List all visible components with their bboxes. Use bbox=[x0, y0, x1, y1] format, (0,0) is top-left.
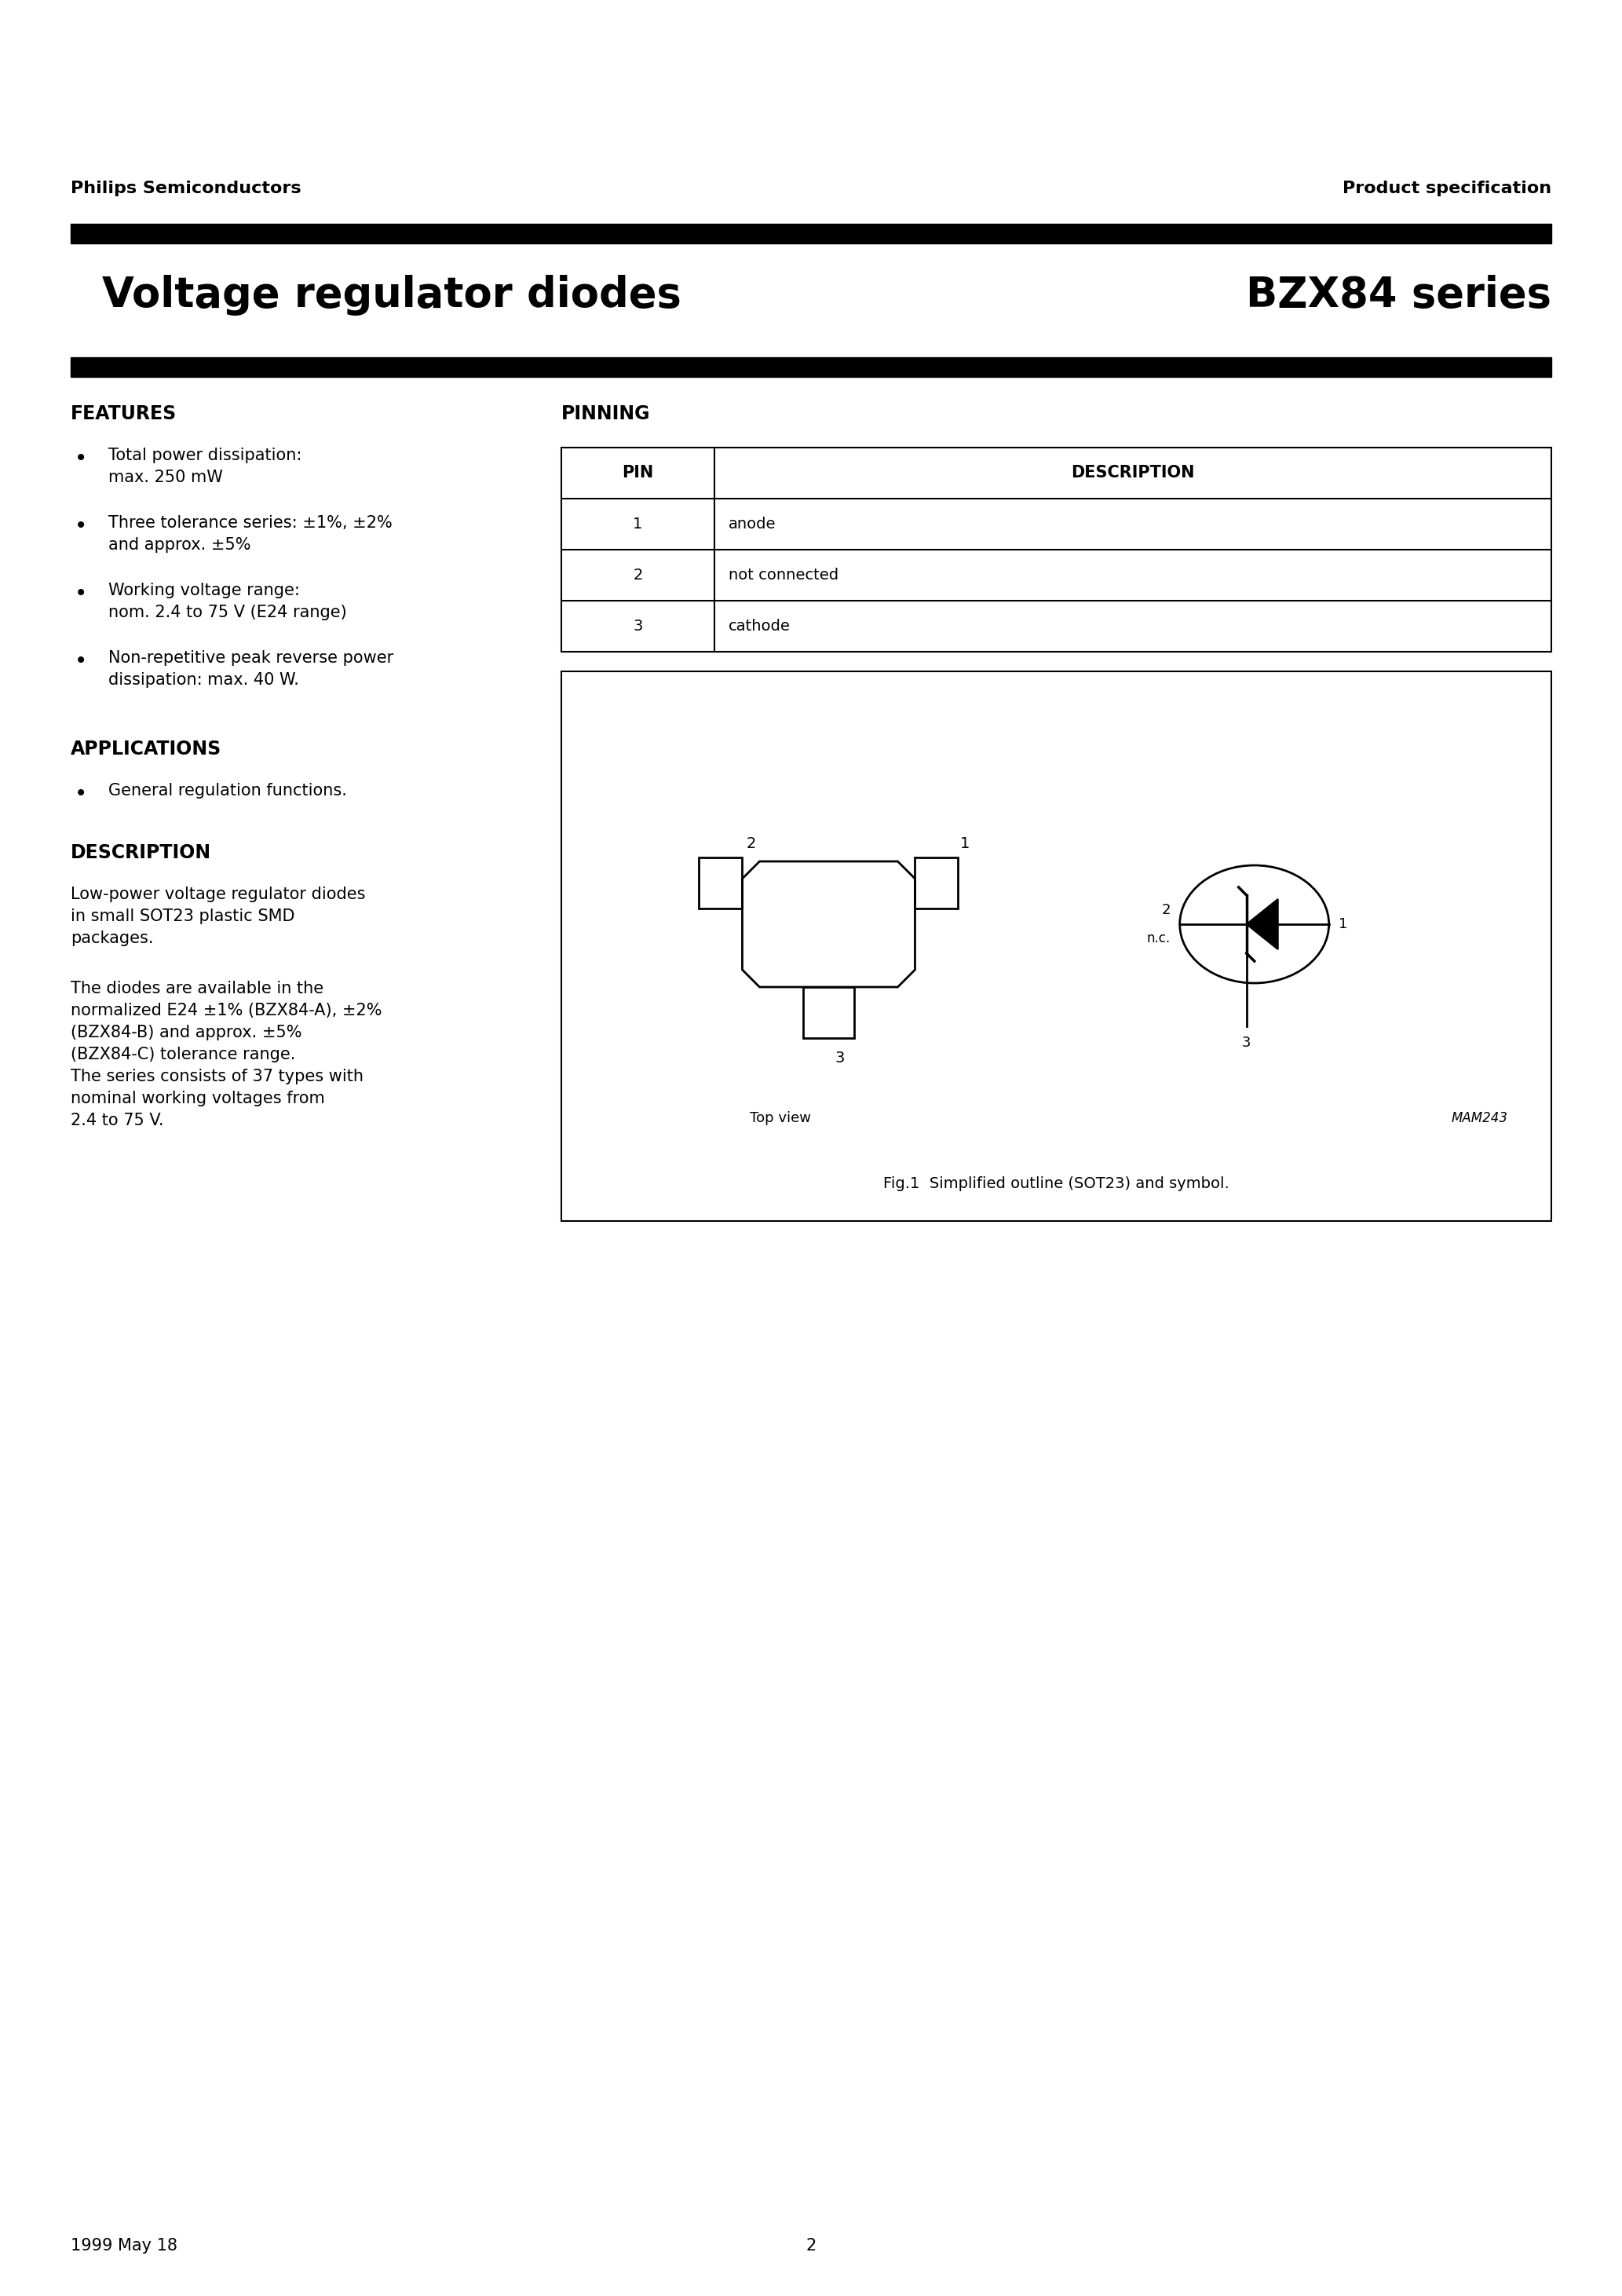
Text: 3: 3 bbox=[633, 618, 642, 634]
Text: Voltage regulator diodes: Voltage regulator diodes bbox=[102, 276, 681, 315]
Text: Three tolerance series: ±1%, ±2%
and approx. ±5%: Three tolerance series: ±1%, ±2% and app… bbox=[109, 514, 393, 553]
Text: Product specification: Product specification bbox=[1343, 181, 1551, 195]
Text: 2: 2 bbox=[746, 836, 756, 852]
Text: Non-repetitive peak reverse power
dissipation: max. 40 W.: Non-repetitive peak reverse power dissip… bbox=[109, 650, 394, 689]
Text: Top view: Top view bbox=[749, 1111, 811, 1125]
Text: 2: 2 bbox=[1161, 902, 1171, 916]
Text: FEATURES: FEATURES bbox=[71, 404, 177, 422]
Text: •: • bbox=[75, 650, 88, 673]
Text: Total power dissipation:
max. 250 mW: Total power dissipation: max. 250 mW bbox=[109, 448, 302, 484]
Text: 1: 1 bbox=[633, 517, 642, 533]
Text: DESCRIPTION: DESCRIPTION bbox=[1071, 466, 1195, 480]
Text: MAM243: MAM243 bbox=[1452, 1111, 1508, 1125]
Text: 1999 May 18: 1999 May 18 bbox=[71, 2239, 177, 2255]
Text: •: • bbox=[75, 514, 88, 537]
Bar bbox=[71, 358, 1551, 377]
Text: BZX84 series: BZX84 series bbox=[1246, 276, 1551, 315]
Text: General regulation functions.: General regulation functions. bbox=[109, 783, 347, 799]
Text: not connected: not connected bbox=[728, 567, 839, 583]
Bar bbox=[915, 856, 959, 909]
Text: 2: 2 bbox=[806, 2239, 816, 2255]
Text: Working voltage range:
nom. 2.4 to 75 V (E24 range): Working voltage range: nom. 2.4 to 75 V … bbox=[109, 583, 347, 620]
Text: •: • bbox=[75, 583, 88, 604]
Text: 3: 3 bbox=[835, 1052, 845, 1065]
Bar bbox=[699, 856, 743, 909]
Text: 2: 2 bbox=[633, 567, 642, 583]
Text: PIN: PIN bbox=[623, 466, 654, 480]
Text: anode: anode bbox=[728, 517, 775, 533]
Text: 1: 1 bbox=[960, 836, 970, 852]
Text: 1: 1 bbox=[1338, 916, 1348, 932]
Text: The diodes are available in the
normalized E24 ±1% (BZX84-A), ±2%
(BZX84-B) and : The diodes are available in the normaliz… bbox=[71, 980, 381, 1127]
Text: PINNING: PINNING bbox=[561, 404, 650, 422]
Text: Fig.1  Simplified outline (SOT23) and symbol.: Fig.1 Simplified outline (SOT23) and sym… bbox=[884, 1176, 1229, 1192]
Text: •: • bbox=[75, 783, 88, 806]
Text: Philips Semiconductors: Philips Semiconductors bbox=[71, 181, 302, 195]
Text: cathode: cathode bbox=[728, 618, 790, 634]
Text: Low-power voltage regulator diodes
in small SOT23 plastic SMD
packages.: Low-power voltage regulator diodes in sm… bbox=[71, 886, 365, 946]
Text: DESCRIPTION: DESCRIPTION bbox=[71, 843, 211, 863]
Bar bbox=[803, 987, 855, 1038]
Text: n.c.: n.c. bbox=[1147, 932, 1171, 946]
Text: 3: 3 bbox=[1242, 1035, 1251, 1049]
Polygon shape bbox=[1246, 900, 1278, 948]
Text: •: • bbox=[75, 448, 88, 471]
Bar bbox=[561, 670, 1551, 1221]
Text: APPLICATIONS: APPLICATIONS bbox=[71, 739, 222, 758]
Bar bbox=[71, 223, 1551, 243]
